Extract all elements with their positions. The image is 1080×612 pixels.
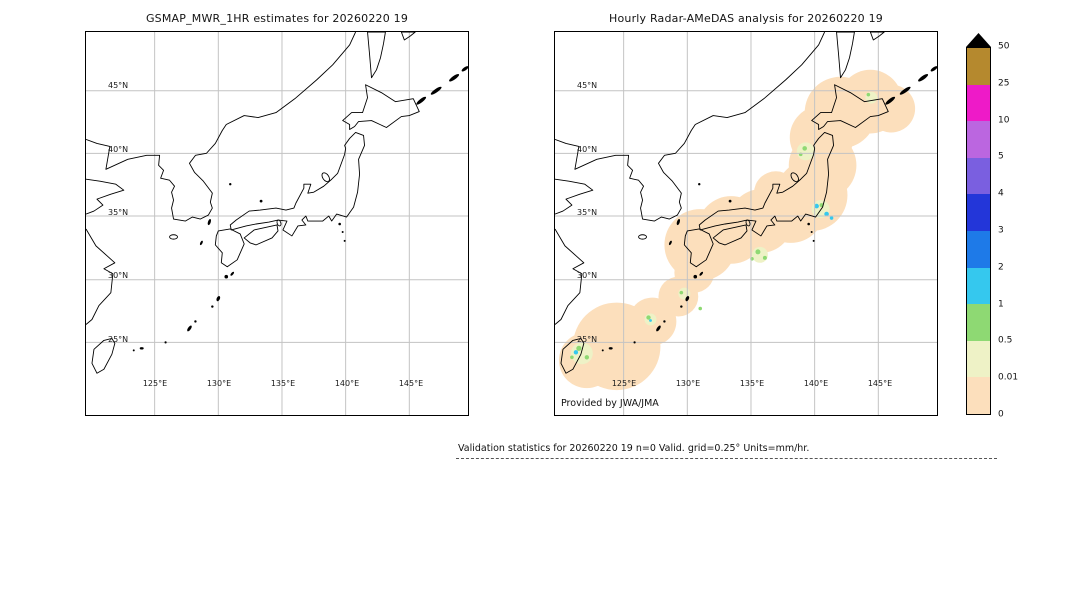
lon-tick-label: 125°E	[142, 379, 168, 388]
lat-tick-label: 40°N	[108, 144, 129, 154]
colorbar-segment	[967, 48, 990, 85]
lon-tick-label: 145°E	[398, 379, 424, 388]
validation-caption: Validation statistics for 20260220 19 n=…	[458, 443, 810, 454]
lon-tick-label: 130°E	[206, 379, 232, 388]
colorbar-tick-label: 50	[998, 41, 1010, 52]
colorbar-segment	[967, 84, 990, 122]
precip-coverage-0-mm	[558, 69, 916, 391]
colorbar-segment	[967, 194, 990, 231]
lat-tick-label: 35°N	[108, 208, 129, 217]
lon-tick-label: 145°E	[867, 379, 893, 388]
colorbar-segment	[967, 267, 990, 305]
provider-credit: Provided by JWA/JMA	[561, 398, 659, 409]
lat-tick-label: 25°N	[108, 334, 129, 344]
lat-tick-label: 30°N	[577, 271, 598, 281]
precip-cyan-cells	[573, 203, 834, 355]
colorbar-bar	[966, 47, 991, 415]
colorbar-tick-label: 5	[998, 151, 1004, 162]
lat-tick-label: 45°N	[108, 81, 129, 91]
colorbar-segment	[967, 304, 990, 341]
colorbar-tick-label: 4	[998, 188, 1004, 199]
right-panel-title: Hourly Radar-AMeDAS analysis for 2026022…	[609, 12, 883, 25]
colorbar-segment	[967, 377, 990, 414]
lat-tick-label: 25°N	[577, 334, 598, 344]
colorbar-segment	[967, 121, 990, 158]
colorbar-tick-label: 25	[998, 78, 1010, 89]
radar-map-canvas	[555, 32, 937, 415]
lon-tick-label: 130°E	[675, 379, 701, 388]
colorbar: 50 25 10 5 4 3 2 1 0.5 0.01 0	[966, 33, 1038, 419]
colorbar-tick-label: 0	[998, 409, 1004, 420]
colorbar-segment	[967, 340, 990, 378]
lon-tick-label: 140°E	[803, 379, 829, 388]
colorbar-tick-label: 0.01	[998, 372, 1019, 383]
lat-tick-label: 35°N	[577, 208, 598, 217]
colorbar-tick-label: 3	[998, 225, 1004, 236]
gsmap-map-panel: 45°N 40°N 35°N 30°N 25°N 125°E 130°E 135°E 140°E…	[85, 31, 469, 416]
precip-overlay	[558, 69, 916, 391]
lon-tick-label: 125°E	[611, 379, 637, 388]
colorbar-tick-label: 2	[998, 262, 1004, 273]
lat-tick-label: 30°N	[108, 271, 129, 281]
precip-green-cells	[570, 92, 871, 360]
lat-tick-label: 45°N	[577, 81, 598, 91]
lon-tick-label: 140°E	[334, 379, 360, 388]
gsmap-map-canvas	[86, 32, 468, 415]
left-panel-title: GSMAP_MWR_1HR estimates for 20260220 19	[145, 12, 409, 25]
footer-dashed-line	[456, 458, 997, 459]
radar-amedas-map-panel: Provided by JWA/JMA 45°N 40°N 35°N 30°N 25°N…	[554, 31, 938, 416]
lon-tick-label: 135°E	[739, 379, 765, 388]
colorbar-overflow-triangle	[966, 33, 991, 47]
lon-tick-label: 135°E	[270, 379, 296, 388]
colorbar-tick-label: 0.5	[998, 335, 1013, 346]
colorbar-tick-label: 10	[998, 115, 1010, 126]
colorbar-segment	[967, 157, 990, 195]
lat-tick-label: 40°N	[577, 144, 598, 154]
colorbar-segment	[967, 230, 990, 268]
colorbar-tick-label: 1	[998, 299, 1004, 310]
